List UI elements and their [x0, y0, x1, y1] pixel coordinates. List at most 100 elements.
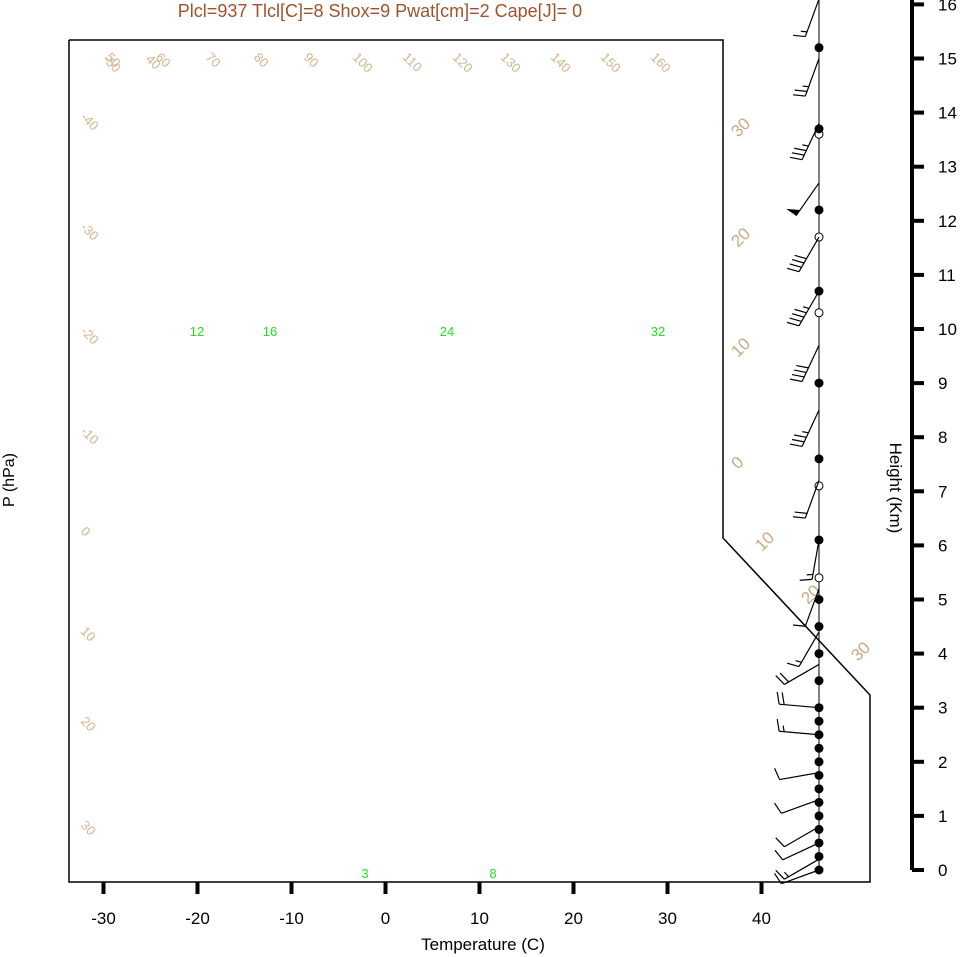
- wind-barb-full: [789, 378, 803, 383]
- wind-barb-shaft: [811, 539, 820, 580]
- isotherm-label-right: 20: [727, 224, 754, 251]
- height-marker-filled: [814, 649, 824, 659]
- height-marker-open: [814, 308, 824, 318]
- isotherm-label: 100: [350, 50, 376, 76]
- wind-barb-half: [802, 431, 809, 434]
- wind-barb-full: [786, 321, 800, 327]
- wind-barb-full: [789, 317, 802, 323]
- wind-barb-full: [792, 516, 806, 519]
- wind-barb-full: [786, 267, 800, 273]
- isotherm-label: 30: [78, 818, 99, 839]
- wind-barb-full: [792, 624, 806, 627]
- height-marker-filled: [814, 851, 824, 861]
- wind-barb-full: [775, 869, 785, 880]
- wind-barb-half: [783, 871, 790, 878]
- isotherm-label-right: 0: [727, 453, 747, 473]
- wind-barb-full: [775, 837, 785, 848]
- isotherm-label-right: 30: [727, 114, 754, 141]
- wind-barb-full: [792, 94, 806, 97]
- height-tick-label: 11: [938, 266, 956, 285]
- wind-barb-full: [789, 156, 803, 161]
- height-marker-filled: [814, 43, 824, 53]
- wind-barb-full: [775, 675, 785, 685]
- height-marker-filled: [814, 743, 824, 753]
- wind-barb-shaft: [804, 588, 820, 627]
- wind-barb-full: [794, 89, 808, 92]
- wind-barb-half: [802, 144, 809, 147]
- isotherm-label: -20: [78, 324, 102, 348]
- wind-barb-half: [802, 306, 810, 310]
- isotherm-label: 150: [598, 50, 624, 76]
- wind-barb-flag: [786, 208, 801, 216]
- isotherm-label: 160: [648, 50, 674, 76]
- isotherm-label: 120: [450, 50, 476, 76]
- height-tick-label: 0: [938, 861, 947, 880]
- wind-barb-shaft: [804, 0, 820, 37]
- height-tick-label: 6: [938, 536, 947, 555]
- plot-border: [68, 39, 871, 883]
- height-marker-filled: [814, 824, 824, 834]
- wind-column: [773, 0, 824, 885]
- x-axis-label: Temperature (C): [421, 935, 545, 954]
- wind-barb-shaft: [779, 703, 820, 709]
- wind-barb-full: [794, 511, 808, 514]
- height-tick-label: 15: [938, 50, 957, 69]
- height-tick-label: 5: [938, 591, 947, 610]
- x-tick-label: 30: [658, 909, 677, 928]
- wind-barb-full: [789, 443, 803, 447]
- height-tick-label: 1: [938, 807, 947, 826]
- height-marker-filled: [814, 811, 824, 821]
- height-axis-label: Height (Km): [886, 443, 905, 534]
- isotherm-label: -10: [78, 424, 102, 448]
- isotherm-label: 140: [548, 50, 574, 76]
- isotherm-label: 130: [498, 50, 524, 76]
- x-tick-label: 10: [470, 909, 489, 928]
- height-tick-label: 16: [938, 0, 957, 14]
- mixing-ratio-layer: 12 16 24 32 3 8: [190, 324, 665, 881]
- wind-barb-full: [774, 768, 781, 780]
- mixing-ratio-label: 24: [440, 324, 454, 339]
- height-marker-filled: [814, 676, 824, 686]
- height-tick-label: 3: [938, 699, 947, 718]
- wind-barb-full: [799, 578, 813, 581]
- wind-barb-full: [774, 849, 784, 861]
- wind-barb-full: [791, 438, 805, 443]
- wind-barb-full: [776, 718, 780, 732]
- height-tick-label: 4: [938, 645, 947, 664]
- isotherm-label: 10: [78, 624, 99, 645]
- mixing-ratio-label: 12: [190, 324, 204, 339]
- wind-barb-shaft: [804, 480, 820, 519]
- wind-barb-full: [791, 152, 805, 156]
- wind-barb-full: [773, 802, 782, 814]
- height-marker-filled: [814, 784, 824, 794]
- wind-barb-full: [781, 692, 785, 705]
- wind-barb-full: [794, 147, 807, 152]
- wind-barb-shaft: [795, 182, 820, 217]
- wind-barb-shaft: [801, 344, 820, 382]
- wind-barb-full: [791, 313, 805, 318]
- isotherm-label: -40: [78, 110, 102, 134]
- wind-barb-full: [791, 374, 805, 378]
- wind-barb-half: [795, 659, 802, 663]
- height-tick-label: 9: [938, 374, 947, 393]
- wind-barb-shaft: [782, 842, 820, 861]
- height-marker-filled: [814, 378, 824, 388]
- height-marker-filled: [814, 454, 824, 464]
- height-marker-filled: [814, 757, 824, 767]
- x-tick-label: -30: [91, 909, 116, 928]
- isotherm-label: 70: [203, 50, 224, 71]
- wind-barb-full: [794, 308, 807, 314]
- wind-barb-shaft: [798, 631, 820, 667]
- wind-barb-full: [796, 364, 809, 369]
- height-marker-filled: [814, 716, 824, 726]
- height-tick-label: 7: [938, 482, 947, 501]
- wind-barb-full: [786, 662, 800, 668]
- y-axis-label: P (hPa): [1, 453, 18, 507]
- isotherm-label-right: 30: [847, 638, 874, 665]
- wind-barb-shaft: [801, 409, 820, 447]
- mixing-ratio-label: 16: [263, 324, 277, 339]
